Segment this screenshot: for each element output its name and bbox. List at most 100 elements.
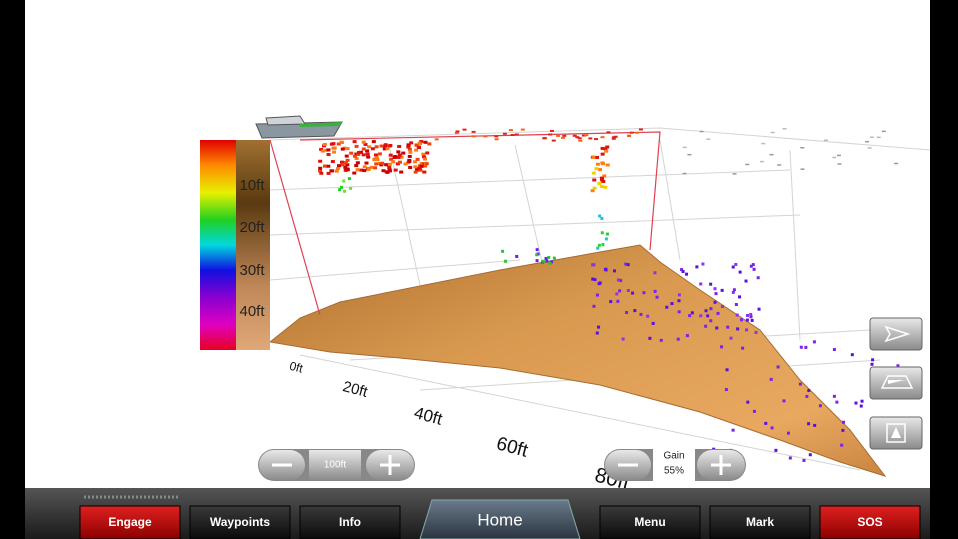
sonar-return [327,172,331,175]
sonar-return [687,154,691,156]
toolbar-button[interactable]: Engage [80,506,180,539]
toolbar-button[interactable]: SOS [820,506,920,539]
sonar-return [799,383,802,386]
sonar-return [732,291,735,294]
view-buttons [870,318,922,449]
sonar-return [688,314,691,317]
depth-scale: 10ft 20ft 30ft 40ft [200,140,270,350]
sonar-return [501,250,504,253]
boat-cabin [266,116,305,125]
view-forward-button[interactable] [870,318,922,350]
sonar-return [327,153,331,156]
sonar-return [732,266,735,269]
toolbar-button[interactable]: Menu [600,506,700,539]
sonar-return [353,140,357,143]
sonar-return [542,260,545,263]
sonar-return [578,140,582,142]
sonar-return [721,305,724,308]
sonar-return [595,156,599,159]
sonar-return [362,153,366,156]
depth-label: 30ft [239,262,265,279]
sonar-return [615,292,618,295]
sonar-return [591,156,595,159]
toolbar-button[interactable]: Info [300,506,400,539]
sonar-return [401,152,405,155]
toolbar-button[interactable]: Mark [710,506,810,539]
sonar-return [342,179,345,182]
sonar-return [894,163,898,165]
zoom-in-button[interactable] [366,450,414,480]
sonar-return [548,262,551,265]
sonar-return [601,153,605,156]
sonar-return [397,145,401,148]
sonar-return [380,145,384,148]
sonar-return [851,353,854,356]
toolbar-button[interactable]: Waypoints [190,506,290,539]
sonar-return [536,248,539,251]
sonar-return [584,134,588,136]
sonar-return [714,287,717,290]
sonar-return [357,151,361,154]
sonar-return [854,402,857,405]
sonar-return [355,145,359,148]
page: 10ft 20ft 30ft 40ft 0ft 20ft 40ft 60ft 8… [0,0,958,539]
toolbar-button[interactable]: Home [420,500,580,539]
sonar-return [374,153,378,156]
sonar-return [603,186,607,189]
sonar-return [369,166,373,169]
sonar-return [414,149,418,152]
sonar-return [865,141,869,143]
gain-down-button[interactable] [605,450,651,480]
sonar-return [840,444,843,447]
sonar-return [777,365,780,368]
sonar-return [877,137,881,139]
sonar-return [371,147,375,150]
view-top-button[interactable] [870,417,922,449]
view-side-button[interactable] [870,367,922,399]
sonar-return [596,163,600,166]
sonar-return [601,231,604,234]
sonar-return [652,322,655,325]
sonar-return [631,292,634,295]
sonar-return [760,161,764,163]
sonar-return [596,294,599,297]
sonar-return [331,147,335,150]
sonar-return [356,168,360,171]
sonar-return [771,426,774,429]
zoom-out-button[interactable] [259,450,305,480]
sonar-return [545,259,548,262]
sonar-return [407,160,411,163]
sonar-return [600,217,603,220]
sonar-return [757,276,760,279]
sonar-return [323,165,327,168]
sonar-return [704,325,707,328]
sonar-return [738,295,741,298]
sonar-return [592,263,595,266]
sonar-return [627,289,630,292]
sonar-return [472,131,476,133]
sonar-return [601,147,605,150]
sonar-return [423,141,427,144]
sonar-return [352,172,356,175]
sonar-return [535,253,538,256]
sonar-return [770,378,773,381]
sonar-return [753,268,756,271]
sonar-return [362,141,366,144]
sonar-return [356,161,360,164]
sonar-return [318,160,322,163]
sonar-return [596,247,599,250]
sonar-return [547,256,550,259]
sonar-return [335,170,339,173]
sonar-return [639,313,642,316]
sonar-return [774,449,777,452]
sonar-return [601,180,605,183]
sonar-return [709,283,712,286]
sonar-return [605,145,609,148]
sonar-return [753,410,756,413]
sonar-return [736,327,739,330]
sonar-return [423,158,427,161]
sonar-return [660,339,663,342]
sonar-return [387,166,391,169]
sonar-return [739,271,742,274]
gain-up-button[interactable] [697,450,745,480]
